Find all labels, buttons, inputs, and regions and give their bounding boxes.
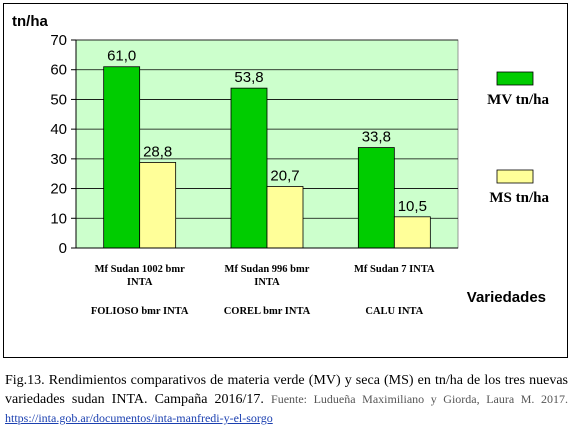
bar bbox=[357, 147, 395, 249]
category-label: Mf Sudan 1002 bmr bbox=[95, 264, 185, 275]
caption-link[interactable]: https://inta.gob.ar/documentos/inta-manf… bbox=[5, 411, 273, 425]
bar bbox=[393, 216, 431, 249]
y-tick-label: 40 bbox=[50, 121, 67, 138]
bar bbox=[103, 66, 141, 249]
legend-label: MV tn/ha bbox=[487, 92, 549, 108]
data-label: 28,8 bbox=[143, 143, 172, 160]
y-tick-label: 30 bbox=[50, 151, 67, 168]
legend-label: MS tn/ha bbox=[489, 190, 549, 206]
figure-caption: Fig.13. Rendimientos comparativos de mat… bbox=[5, 372, 568, 428]
caption-source: Fuente: Ludueña Maximiliano y Giorda, La… bbox=[271, 392, 569, 406]
category-label: Mf Sudan 7 INTA bbox=[354, 264, 435, 275]
bar bbox=[230, 87, 268, 249]
category-label: INTA bbox=[127, 277, 153, 288]
legend-swatch bbox=[496, 71, 534, 86]
y-axis-unit: tn/ha bbox=[12, 13, 48, 30]
bar bbox=[266, 186, 304, 249]
x-axis-title: Variedades bbox=[467, 289, 546, 306]
bars bbox=[103, 66, 431, 249]
legend: MV tn/ha MS tn/ha bbox=[487, 71, 549, 206]
category-label: Mf Sudan 996 bmr bbox=[225, 264, 310, 275]
bar-chart: 0 10 20 30 40 50 60 70 61,0 28,8 Mf Sudan 1002 bmr… bbox=[12, 13, 549, 317]
legend-swatch bbox=[496, 169, 534, 184]
y-tick-label: 70 bbox=[50, 32, 67, 49]
data-label: 61,0 bbox=[107, 48, 136, 65]
axes bbox=[71, 39, 458, 249]
y-tick-label: 50 bbox=[50, 91, 67, 108]
chart-frame: 0 10 20 30 40 50 60 70 61,0 28,8 Mf Sudan 1002 bmr… bbox=[3, 3, 568, 358]
y-tick-label: 60 bbox=[50, 62, 67, 79]
category-sublabel: FOLIOSO bmr INTA bbox=[91, 306, 189, 317]
data-label: 10,5 bbox=[398, 198, 427, 215]
category-label: INTA bbox=[254, 277, 280, 288]
y-tick-label: 10 bbox=[50, 210, 67, 227]
y-tick-label: 20 bbox=[50, 181, 67, 198]
bar bbox=[139, 162, 177, 249]
data-label: 20,7 bbox=[270, 167, 299, 184]
y-tick-label: 0 bbox=[59, 240, 67, 257]
data-label: 33,8 bbox=[362, 129, 391, 146]
category-sublabel: CALU INTA bbox=[365, 306, 423, 317]
category-sublabel: COREL bmr INTA bbox=[224, 306, 311, 317]
data-label: 53,8 bbox=[234, 69, 263, 86]
caption-text: Fig.13. Rendimientos comparativos de mat… bbox=[5, 373, 568, 407]
labels: 0 10 20 30 40 50 60 70 61,0 28,8 Mf Sudan 1002 bmr… bbox=[50, 32, 435, 317]
